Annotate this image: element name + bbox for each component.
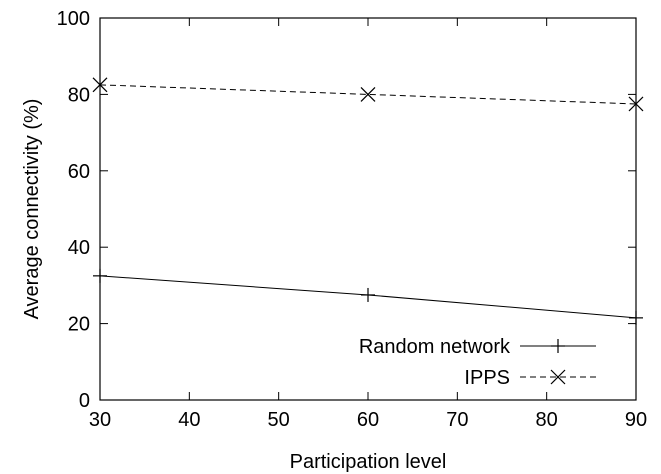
x-tick-label: 30 <box>89 409 111 431</box>
series-layer <box>92 77 644 325</box>
x-tick-label: 50 <box>268 409 290 431</box>
y-tick-label: 0 <box>79 390 90 412</box>
x-tick-label: 60 <box>357 409 379 431</box>
series-1 <box>92 77 644 112</box>
legend: Random network IPPS <box>359 336 596 389</box>
y-tick-label: 100 <box>57 8 90 30</box>
x-tick-label: 40 <box>178 409 200 431</box>
cross-marker-b <box>360 86 376 102</box>
y-tick-label: 20 <box>68 314 90 336</box>
y-axis-title: Average connectivity (%) <box>21 99 43 320</box>
x-axis: 30 40 50 60 70 80 90 <box>89 18 647 431</box>
legend-label: IPPS <box>464 367 510 389</box>
cross-marker-b <box>628 96 644 112</box>
x-tick-label: 90 <box>625 409 647 431</box>
data-point <box>360 86 376 102</box>
x-tick-label: 70 <box>446 409 468 431</box>
data-point <box>93 268 107 283</box>
y-tick-label: 80 <box>68 84 90 106</box>
data-point <box>629 310 643 325</box>
legend-marker <box>551 339 565 353</box>
series-0 <box>93 268 643 325</box>
legend-label: Random network <box>359 336 511 358</box>
x-axis-title: Participation level <box>290 451 447 473</box>
cross-marker-b <box>92 77 108 93</box>
data-point <box>628 96 644 112</box>
y-tick-label: 60 <box>68 161 90 183</box>
data-point <box>361 287 375 302</box>
y-tick-label: 40 <box>68 237 90 259</box>
legend-marker <box>550 369 566 385</box>
data-point <box>92 77 108 93</box>
cross-marker-b <box>550 369 566 385</box>
x-tick-label: 80 <box>536 409 558 431</box>
y-axis: 0 20 40 60 80 100 <box>57 8 636 412</box>
